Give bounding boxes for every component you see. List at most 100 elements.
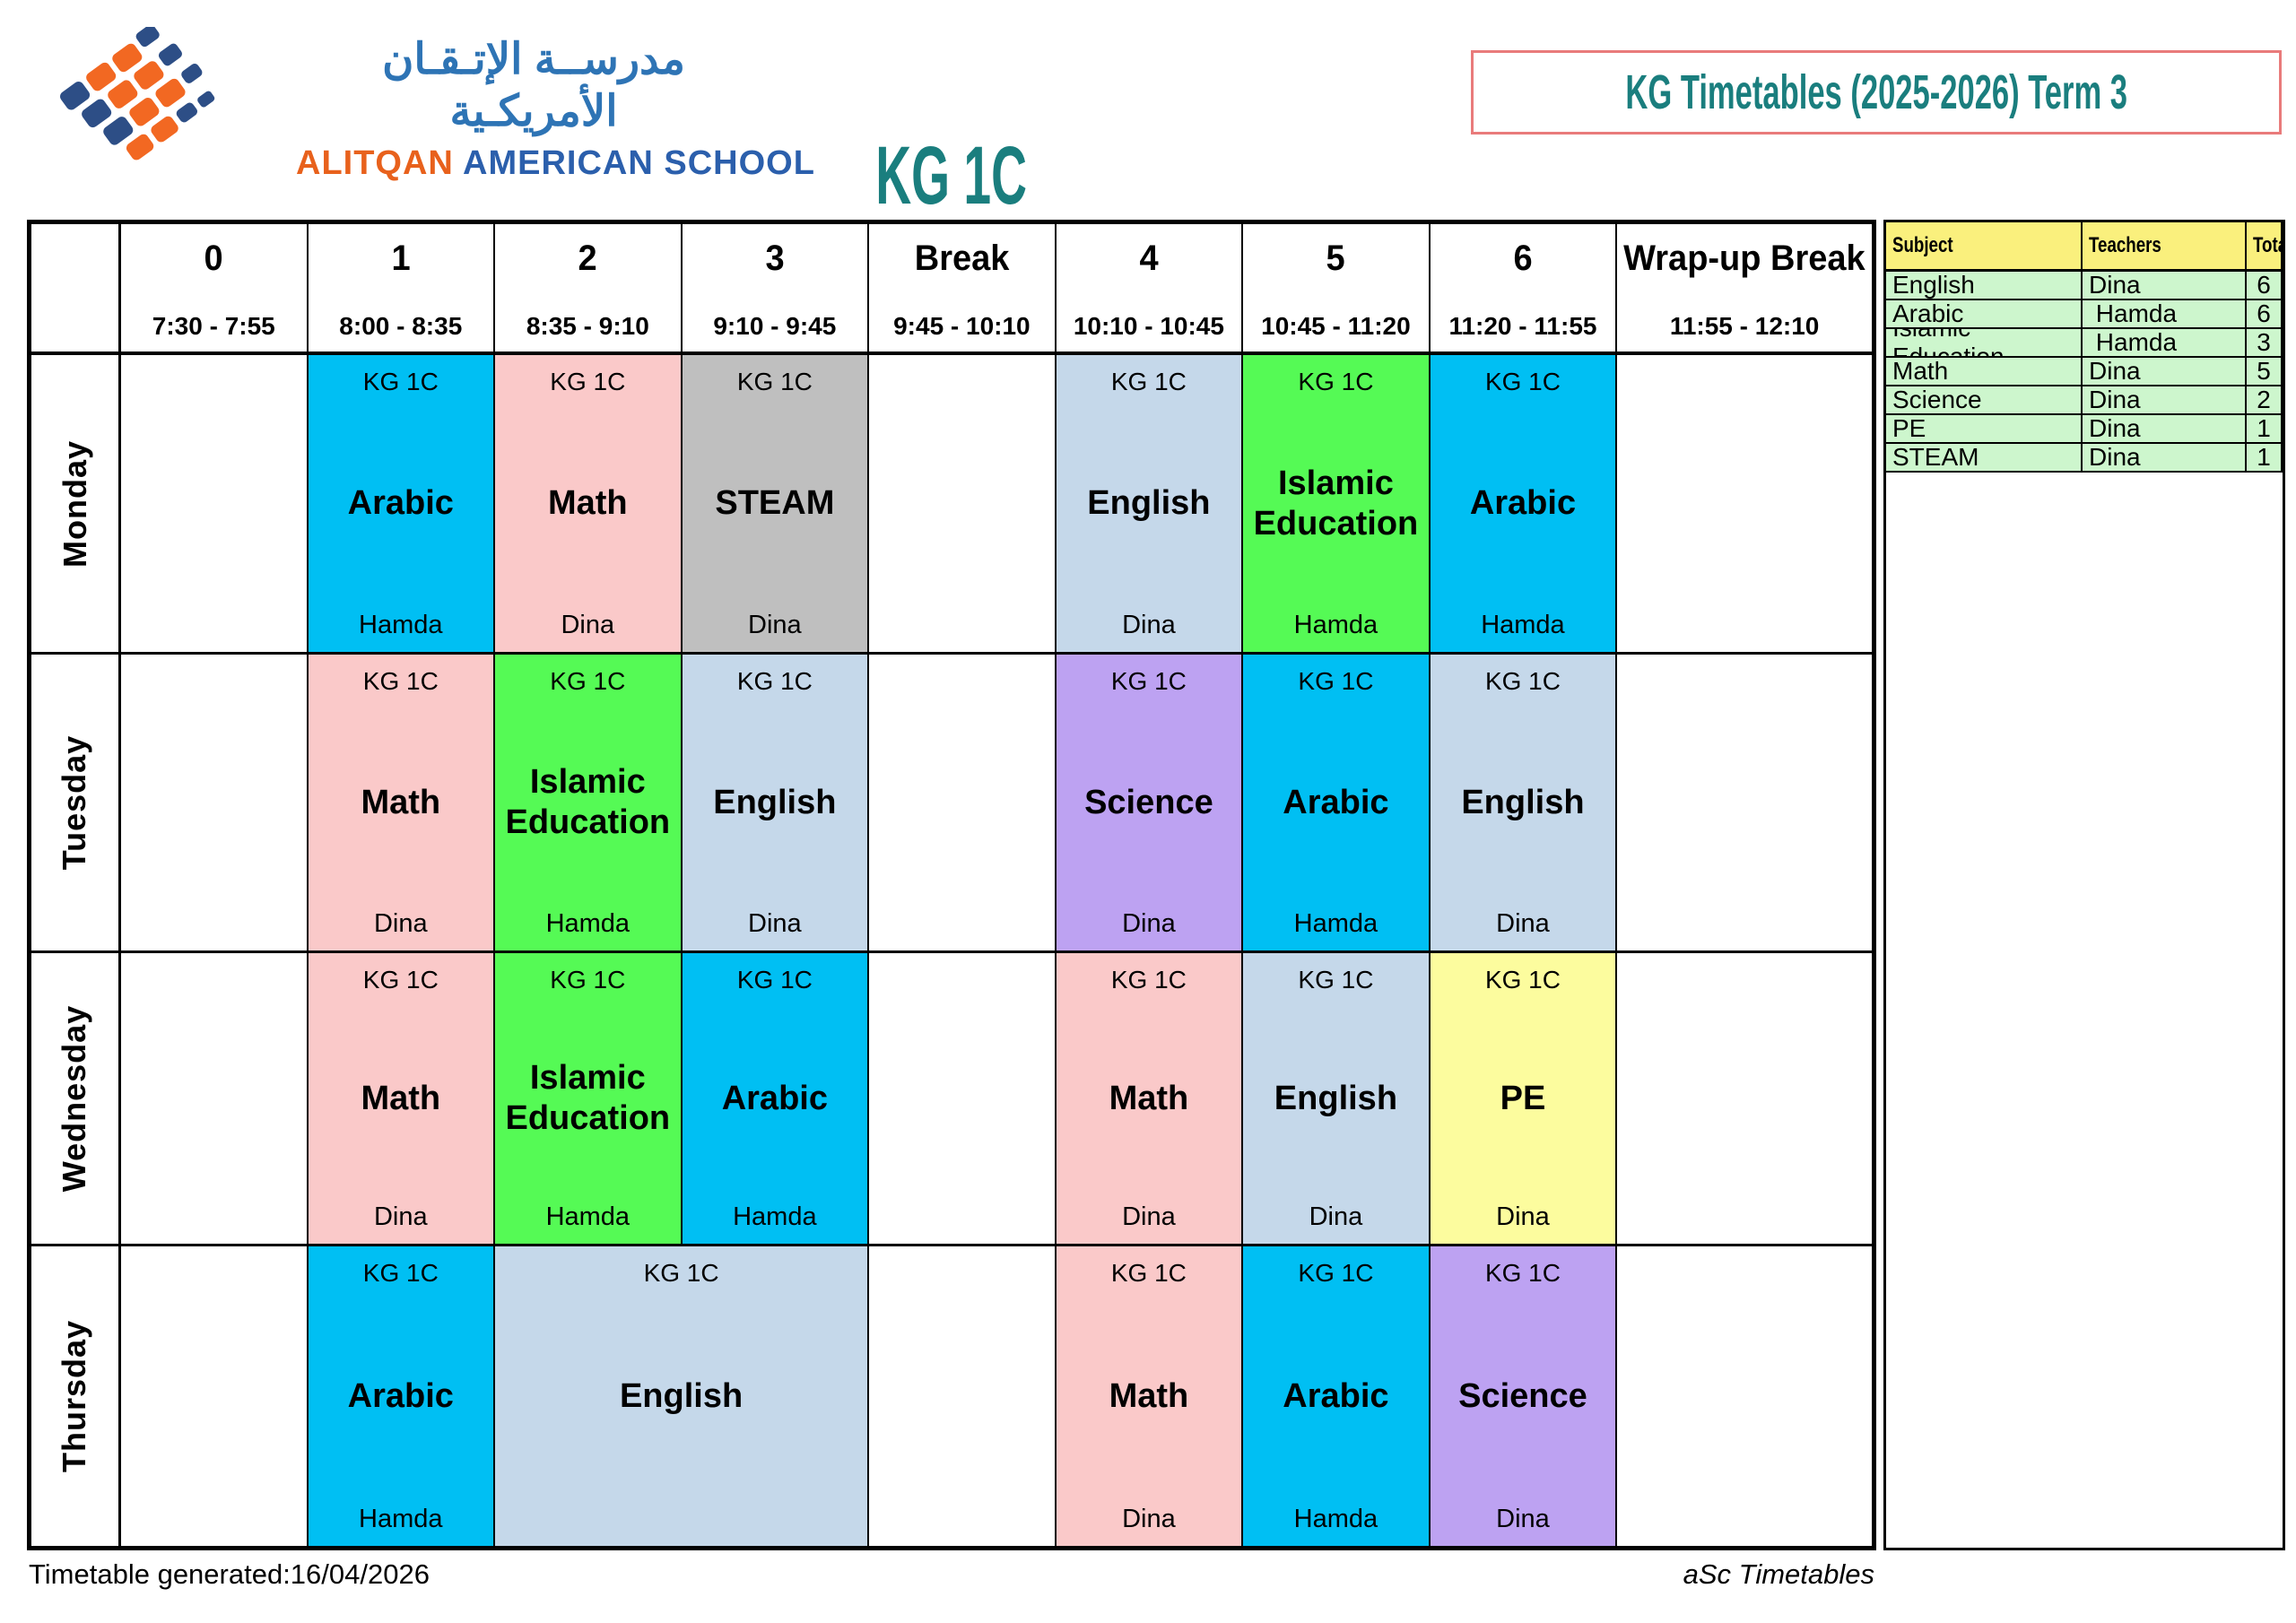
- lesson-class: KG 1C: [1484, 368, 1561, 395]
- lesson-subject: Science: [1084, 783, 1213, 821]
- lesson-teacher: Hamda: [733, 1202, 817, 1231]
- lesson-subject: Arabic: [347, 1376, 454, 1415]
- lesson-subject: Arabic: [1283, 783, 1389, 821]
- lesson-cell: KG 1C Arabic Hamda: [308, 1246, 496, 1546]
- period-header-4: 4 10:10 - 10:45: [1056, 224, 1244, 355]
- lesson-class: KG 1C: [1298, 966, 1374, 994]
- lesson-cell: KG 1C English Dina: [1243, 953, 1431, 1246]
- period-label: 5: [1326, 239, 1345, 278]
- empty-cell: [1617, 655, 1872, 953]
- lesson-teacher: Dina: [748, 908, 802, 938]
- lesson-cell: KG 1C English Dina: [1056, 355, 1244, 655]
- lesson-class: KG 1C: [1484, 966, 1561, 994]
- term-title: KG Timetables (2025-2026) Term 3: [1625, 65, 2127, 119]
- lesson-subject: Islamic Education: [505, 1059, 671, 1137]
- lesson-teacher: Dina: [373, 1202, 428, 1231]
- day-label-wednesday: Wednesday: [31, 953, 121, 1246]
- lesson-subject: Arabic: [721, 1079, 828, 1117]
- period-time: 9:10 - 9:45: [713, 312, 837, 340]
- day-label-monday: Monday: [31, 355, 121, 655]
- lesson-teacher: Dina: [1496, 1504, 1550, 1533]
- period-time: 10:45 - 11:20: [1261, 312, 1411, 340]
- empty-cell: [869, 953, 1057, 1246]
- summary-teacher: Dina: [2083, 386, 2247, 415]
- timetable-grid: 0 7:30 - 7:55 1 8:00 - 8:35 2 8:35 - 9:1…: [27, 220, 1876, 1550]
- day-label-thursday: Thursday: [31, 1246, 121, 1546]
- summary-total: 1: [2247, 415, 2283, 444]
- empty-cell: [121, 953, 309, 1246]
- lesson-cell: KG 1C Islamic Education Hamda: [1243, 355, 1431, 655]
- day-label-tuesday: Tuesday: [31, 655, 121, 953]
- summary-subject: Islamic Education: [1886, 329, 2083, 358]
- class-title: KG 1C: [27, 130, 1876, 221]
- period-label: 6: [1513, 239, 1533, 278]
- lesson-teacher: Hamda: [1293, 908, 1378, 938]
- lesson-class: KG 1C: [643, 1259, 719, 1287]
- period-header-2: 2 8:35 - 9:10: [495, 224, 683, 355]
- period-label: 3: [765, 239, 785, 278]
- summary-teacher: Dina: [2083, 444, 2247, 473]
- school-names: مدرســة الإتـقـان الأمريكـية ALITQAN AME…: [296, 34, 814, 183]
- lesson-subject: Math: [547, 484, 628, 523]
- lesson-cell: KG 1C Science Dina: [1430, 1246, 1618, 1546]
- lesson-teacher: Dina: [1122, 908, 1176, 938]
- lesson-cell: KG 1C Science Dina: [1056, 655, 1244, 953]
- period-header-3: 3 9:10 - 9:45: [682, 224, 870, 355]
- lesson-class: KG 1C: [362, 667, 439, 695]
- term-title-box: KG Timetables (2025-2026) Term 3: [1471, 50, 2282, 135]
- lesson-subject: Science: [1458, 1376, 1587, 1415]
- lesson-cell: KG 1C English Dina: [1430, 655, 1618, 953]
- school-name-arabic: مدرســة الإتـقـان الأمريكـية: [382, 36, 685, 135]
- lesson-cell: KG 1C Math Dina: [308, 655, 496, 953]
- period-label: Wrap-up Break: [1623, 239, 1866, 278]
- lesson-cell: KG 1C English Dina: [682, 655, 870, 953]
- lesson-class: KG 1C: [736, 667, 813, 695]
- class-title-text: KG 1C: [875, 129, 1028, 221]
- summary-total: 2: [2247, 386, 2283, 415]
- period-header-6: 6 11:20 - 11:55: [1430, 224, 1618, 355]
- lesson-teacher: Dina: [1122, 1202, 1176, 1231]
- period-header-1: 1 8:00 - 8:35: [308, 224, 496, 355]
- lesson-cell-merged: KG 1C English: [495, 1246, 870, 1546]
- summary-subject: Arabic: [1886, 300, 2083, 329]
- lesson-subject: Arabic: [1283, 1376, 1389, 1415]
- lesson-cell: KG 1C Arabic Hamda: [682, 953, 870, 1246]
- lesson-teacher: Dina: [748, 610, 802, 639]
- lesson-subject: Islamic Education: [505, 763, 671, 841]
- lesson-teacher: Hamda: [1481, 610, 1565, 639]
- summary-header-subject: Subject: [1886, 222, 2083, 272]
- lesson-class: KG 1C: [362, 966, 439, 994]
- empty-cell: [1617, 355, 1872, 655]
- lesson-subject: Arabic: [347, 484, 454, 523]
- summary-teacher: Hamda: [2083, 329, 2247, 358]
- summary-teacher: Dina: [2083, 358, 2247, 386]
- period-label: 0: [204, 239, 223, 278]
- lesson-subject: English: [1087, 484, 1211, 523]
- lesson-subject: English: [713, 783, 837, 821]
- lesson-class: KG 1C: [550, 667, 626, 695]
- asc-timetables-brand: aSc Timetables: [1683, 1558, 1874, 1590]
- lesson-teacher: Hamda: [359, 610, 443, 639]
- summary-subject: Math: [1886, 358, 2083, 386]
- lesson-cell: KG 1C PE Dina: [1430, 953, 1618, 1246]
- lesson-cell: KG 1C Islamic Education Hamda: [495, 953, 683, 1246]
- subject-summary-table: Subject Teachers Tota English Dina 6 Ara…: [1883, 220, 2285, 1550]
- lesson-cell: KG 1C Arabic Hamda: [1430, 355, 1618, 655]
- lesson-subject: Math: [1109, 1376, 1189, 1415]
- lesson-cell: KG 1C Islamic Education Hamda: [495, 655, 683, 953]
- empty-cell: [121, 655, 309, 953]
- lesson-cell: KG 1C Math Dina: [1056, 1246, 1244, 1546]
- lesson-teacher: Dina: [561, 610, 615, 639]
- lesson-cell: KG 1C Math Dina: [308, 953, 496, 1246]
- summary-teacher: Hamda: [2083, 300, 2247, 329]
- lesson-teacher: Dina: [1496, 908, 1550, 938]
- period-header-wrapup: Wrap-up Break 11:55 - 12:10: [1617, 224, 1872, 355]
- summary-teacher: Dina: [2083, 272, 2247, 300]
- lesson-teacher: Dina: [1122, 610, 1176, 639]
- lesson-cell: KG 1C Math Dina: [495, 355, 683, 655]
- summary-total: 1: [2247, 444, 2283, 473]
- school-name-english: ALITQAN AMERICAN SCHOOL: [296, 144, 814, 183]
- generated-timestamp: Timetable generated:16/04/2026: [29, 1558, 430, 1590]
- period-time: 11:55 - 12:10: [1669, 312, 1820, 340]
